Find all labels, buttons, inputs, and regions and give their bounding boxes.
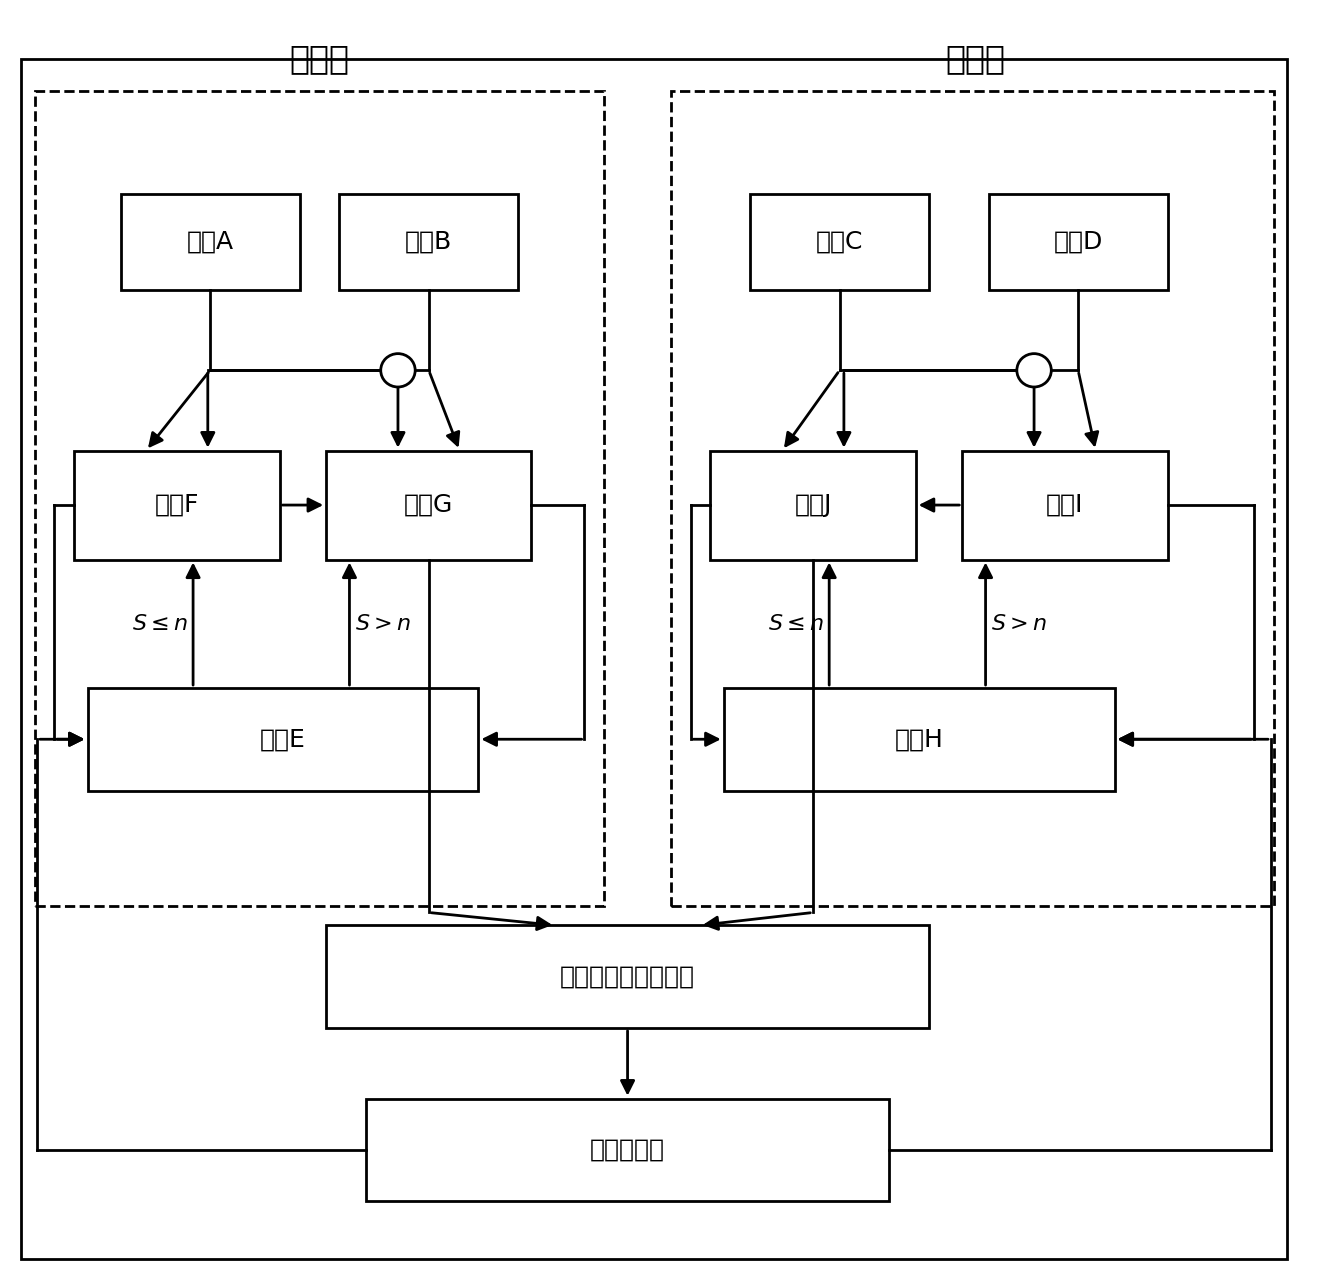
Bar — [988, 194, 1167, 291]
Text: 时刻调度表: 时刻调度表 — [590, 1138, 665, 1161]
Text: 步骤J: 步骤J — [794, 493, 831, 517]
Text: 步骤G: 步骤G — [404, 493, 453, 517]
Bar — [365, 1098, 890, 1201]
Text: 步骤B: 步骤B — [405, 230, 453, 255]
Text: $S \leq n$: $S \leq n$ — [768, 613, 825, 634]
Text: 端系统: 端系统 — [290, 42, 349, 76]
Bar — [724, 688, 1114, 791]
Bar — [750, 194, 930, 291]
Text: $S > n$: $S > n$ — [991, 613, 1046, 634]
Text: 步骤I: 步骤I — [1046, 493, 1084, 517]
Text: 步骤F: 步骤F — [155, 493, 199, 517]
Bar — [327, 926, 930, 1028]
Text: $S \leq n$: $S \leq n$ — [131, 613, 189, 634]
Bar — [327, 450, 531, 559]
Text: $S > n$: $S > n$ — [355, 613, 410, 634]
Text: 步骤E: 步骤E — [260, 728, 305, 751]
Bar — [710, 450, 916, 559]
Text: 路由器: 路由器 — [946, 42, 1005, 76]
Text: 步骤C: 步骤C — [815, 230, 863, 255]
Bar — [88, 688, 478, 791]
Bar — [74, 450, 280, 559]
Bar — [340, 194, 518, 291]
Bar — [671, 91, 1274, 907]
Bar — [963, 450, 1167, 559]
Text: 步骤A: 步骤A — [186, 230, 234, 255]
Text: 步骤D: 步骤D — [1053, 230, 1102, 255]
Bar — [35, 91, 604, 907]
Text: 结束时刻调度表构建: 结束时刻调度表构建 — [560, 964, 695, 989]
Text: 步骤H: 步骤H — [895, 728, 943, 751]
Bar — [121, 194, 300, 291]
Circle shape — [1017, 354, 1052, 387]
Circle shape — [381, 354, 416, 387]
